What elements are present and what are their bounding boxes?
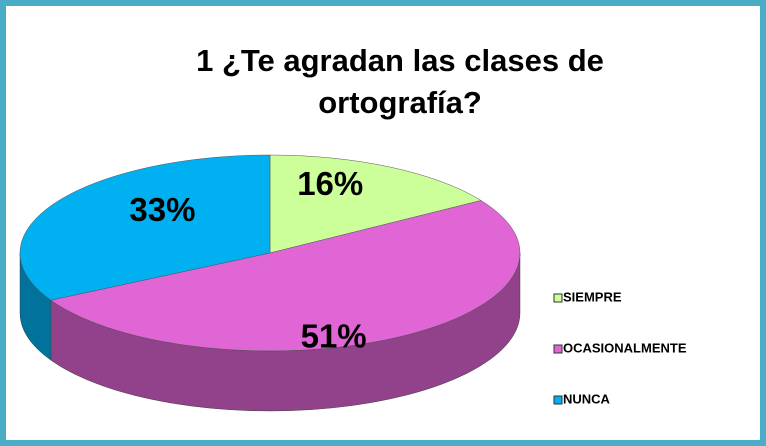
side-shade bbox=[19, 253, 51, 361]
legend-swatch bbox=[553, 344, 563, 354]
side-shade bbox=[50, 253, 520, 411]
value-label: 16% bbox=[297, 165, 363, 202]
legend-label: NUNCA bbox=[563, 391, 611, 406]
legend-label: OCASIONALMENTE bbox=[563, 340, 687, 355]
legend-swatch bbox=[553, 395, 563, 405]
chart-title: 1 ¿Te agradan las clases de ortografía? bbox=[196, 43, 604, 120]
value-label: 51% bbox=[301, 317, 367, 354]
slice bbox=[50, 200, 521, 352]
slice bbox=[269, 154, 482, 254]
value-label: 33% bbox=[129, 191, 195, 228]
chart: 16% 51% 33% SIEMPRE OCASIONALMENTE NUNCA bbox=[19, 154, 687, 412]
slice bbox=[19, 154, 271, 301]
legend-swatch bbox=[553, 293, 563, 303]
legend-label: SIEMPRE bbox=[563, 289, 622, 304]
